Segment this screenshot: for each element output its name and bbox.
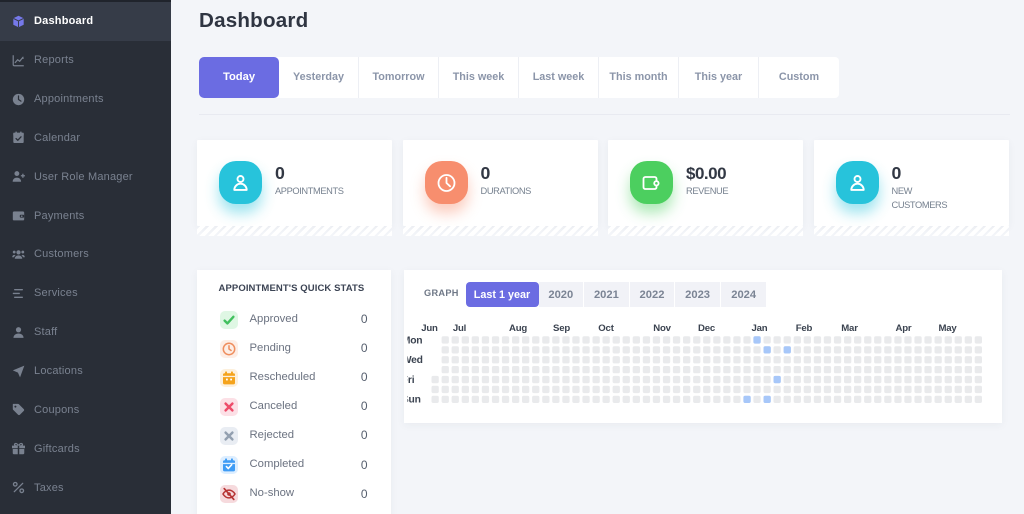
svg-text:Jun: Jun: [421, 323, 438, 334]
svg-text:Sun: Sun: [404, 395, 421, 406]
svg-text:Mon: Mon: [404, 335, 422, 346]
svg-text:Fri: Fri: [404, 375, 415, 386]
svg-text:May: May: [938, 323, 957, 334]
svg-text:Jul: Jul: [453, 323, 466, 334]
svg-text:Apr: Apr: [896, 323, 912, 334]
svg-text:Nov: Nov: [653, 323, 671, 334]
svg-text:Aug: Aug: [509, 323, 527, 334]
svg-text:Sep: Sep: [553, 323, 570, 334]
svg-text:Wed: Wed: [404, 355, 423, 366]
svg-text:Feb: Feb: [796, 323, 813, 334]
svg-text:Oct: Oct: [598, 323, 614, 334]
svg-text:Mar: Mar: [841, 323, 858, 334]
svg-text:Jan: Jan: [752, 323, 768, 334]
svg-text:Dec: Dec: [698, 323, 716, 334]
